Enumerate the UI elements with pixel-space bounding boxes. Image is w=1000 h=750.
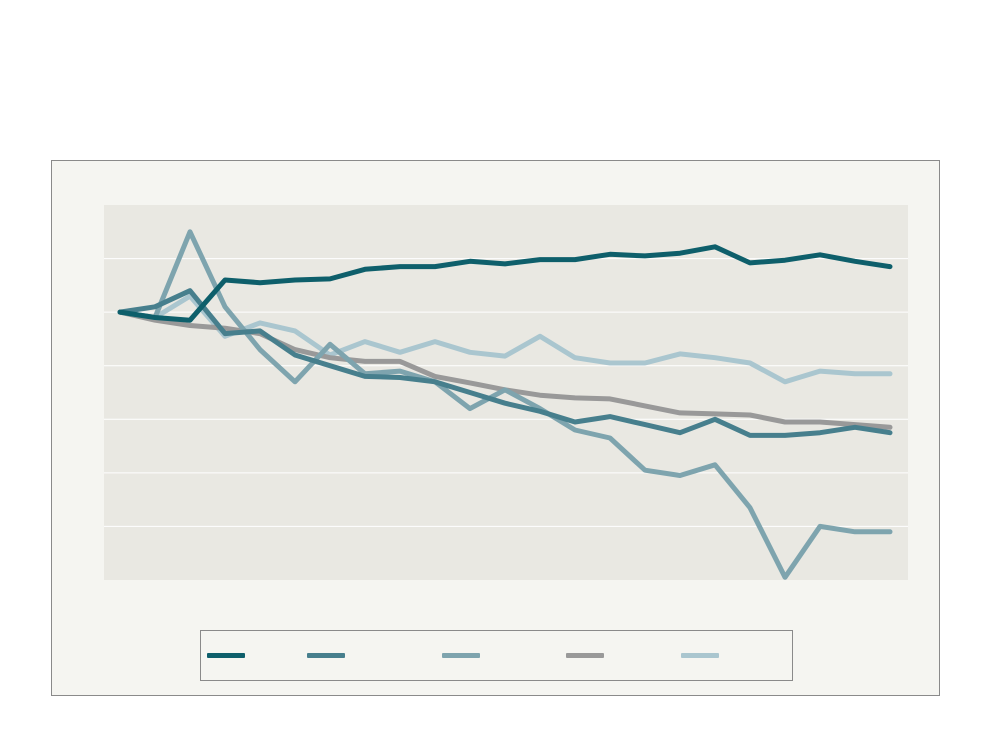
legend-swatch — [681, 653, 719, 658]
legend-entry-3 — [442, 631, 480, 680]
line-chart — [104, 205, 908, 580]
series-line-3 — [117, 229, 893, 580]
legend-entry-4 — [566, 631, 604, 680]
legend-swatch — [566, 653, 604, 658]
series-line-5 — [117, 293, 893, 385]
legend-entry-1 — [207, 631, 245, 680]
legend — [200, 630, 793, 681]
legend-swatch — [307, 653, 345, 658]
chart-frame — [51, 160, 940, 696]
series-lines — [117, 229, 893, 580]
legend-entry-2 — [307, 631, 345, 680]
legend-swatch — [207, 653, 245, 658]
legend-swatch — [442, 653, 480, 658]
series-line-2 — [117, 288, 893, 438]
series-line-1 — [117, 244, 893, 323]
legend-entry-5 — [681, 631, 719, 680]
